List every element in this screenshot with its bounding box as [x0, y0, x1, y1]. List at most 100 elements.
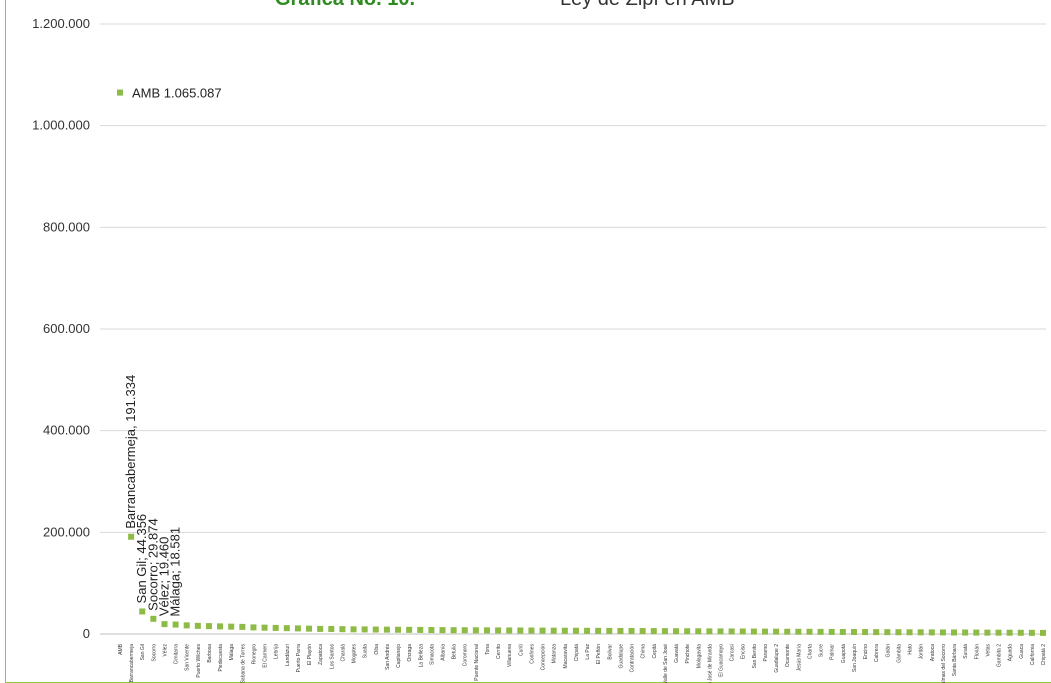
x-category-label: Gámbita [896, 644, 902, 663]
data-point [784, 628, 791, 635]
data-point [584, 627, 591, 634]
data-point [406, 626, 413, 633]
data-point [250, 624, 257, 631]
x-category-label: Jesús María [796, 644, 802, 671]
data-point [973, 629, 980, 636]
data-point [217, 623, 224, 630]
data-point [917, 629, 924, 636]
x-category-label: Sucre [819, 644, 825, 657]
data-point [550, 627, 557, 634]
data-point [228, 623, 235, 630]
data-label: Málaga; 18.581 [168, 527, 183, 617]
chart-title: Gráfica No. 10. [275, 0, 415, 11]
x-category-label: Galán [885, 644, 891, 658]
data-point [339, 626, 346, 633]
x-category-label: Mogotes [352, 644, 358, 664]
x-category-label: Betulia [452, 644, 458, 660]
data-point [317, 625, 324, 632]
data-point [306, 625, 313, 632]
data-point [328, 626, 335, 633]
data-point [695, 628, 702, 635]
data-point [928, 629, 935, 636]
x-category-label: Aguada [1008, 644, 1014, 661]
x-category-label: Suratá [963, 644, 969, 659]
data-point [539, 627, 546, 634]
x-category-label: Vélez [162, 644, 168, 657]
x-category-label: Guadalupe 2 [774, 644, 780, 673]
x-category-label: Málaga [229, 644, 235, 661]
data-point [1028, 629, 1035, 636]
x-category-label: Bolívar [607, 644, 613, 660]
data-point [450, 627, 457, 634]
x-category-label: Suaita [363, 644, 369, 658]
x-category-label: Carcasí [730, 643, 736, 661]
data-point [1017, 629, 1024, 636]
y-tick-label: 1.000.000 [32, 118, 90, 133]
x-category-label: Rionegro [251, 644, 257, 665]
data-point [528, 627, 535, 634]
data-point [428, 627, 435, 634]
x-category-label: Valle de San José [663, 644, 669, 683]
data-point [417, 626, 424, 633]
data-point [117, 89, 123, 96]
x-category-label: Guavatá [674, 644, 680, 663]
x-category-label: Matanza [552, 644, 558, 663]
data-point [795, 628, 802, 635]
x-category-label: Gambita 2 [997, 644, 1003, 667]
data-point [639, 628, 646, 635]
data-point [395, 626, 402, 633]
data-point [650, 628, 657, 635]
y-tick-label: 800.000 [43, 219, 90, 234]
x-category-label: Pinchote [685, 644, 691, 664]
data-point [506, 627, 513, 634]
data-point [606, 627, 613, 634]
x-category-label: La Belleza [418, 644, 424, 668]
x-category-label: Cerrito [496, 644, 502, 659]
x-category-label: Charta [807, 644, 813, 659]
x-category-label: Palmar [830, 644, 836, 660]
x-category-label: Enciso [741, 644, 747, 659]
x-category-label: Oiba [374, 644, 380, 655]
y-tick-label: 200.000 [43, 524, 90, 539]
x-category-label: Piedecuesta [218, 644, 224, 672]
data-point [472, 627, 479, 634]
x-category-label: Curití [518, 643, 524, 656]
data-label: San Gil; 44.356 [134, 514, 149, 604]
data-point [139, 608, 146, 615]
x-category-label: Sabana de Torres [240, 644, 246, 683]
y-tick-label: 0 [83, 626, 90, 641]
x-category-label: Lebrija [274, 644, 280, 659]
x-category-label: Los Santos [329, 644, 335, 670]
x-category-label: Paramo [763, 644, 769, 662]
x-category-label: Aratoca [930, 644, 936, 661]
data-point [461, 627, 468, 634]
x-category-label: Barrancabermeja [129, 644, 135, 683]
data-point [283, 625, 290, 632]
x-category-label: Encino [863, 644, 869, 660]
x-category-label: Charalá [340, 644, 346, 662]
data-point [561, 627, 568, 634]
x-category-label: Simacota [429, 644, 435, 665]
data-point [495, 627, 502, 634]
data-point [172, 621, 179, 628]
x-category-label: Zapatoca [318, 644, 324, 665]
data-point [517, 627, 524, 634]
data-point [350, 626, 357, 633]
data-point [939, 629, 946, 636]
data-point [761, 628, 768, 635]
x-category-label: Puente Nacional [474, 644, 480, 681]
chart-subtitle: Ley de Zipf en AMB [560, 0, 735, 11]
data-point [984, 629, 991, 636]
data-point [439, 627, 446, 634]
data-point [862, 629, 869, 636]
data-point [773, 628, 780, 635]
x-category-label: El Peñón [596, 644, 602, 665]
data-point [161, 621, 168, 628]
x-category-label: Landázuri [285, 644, 291, 666]
x-category-label: Coromoro [463, 644, 469, 666]
x-category-label: Florián [974, 644, 980, 660]
data-point [906, 629, 913, 636]
data-point [873, 629, 880, 636]
x-category-label: Cepitá [652, 644, 658, 659]
